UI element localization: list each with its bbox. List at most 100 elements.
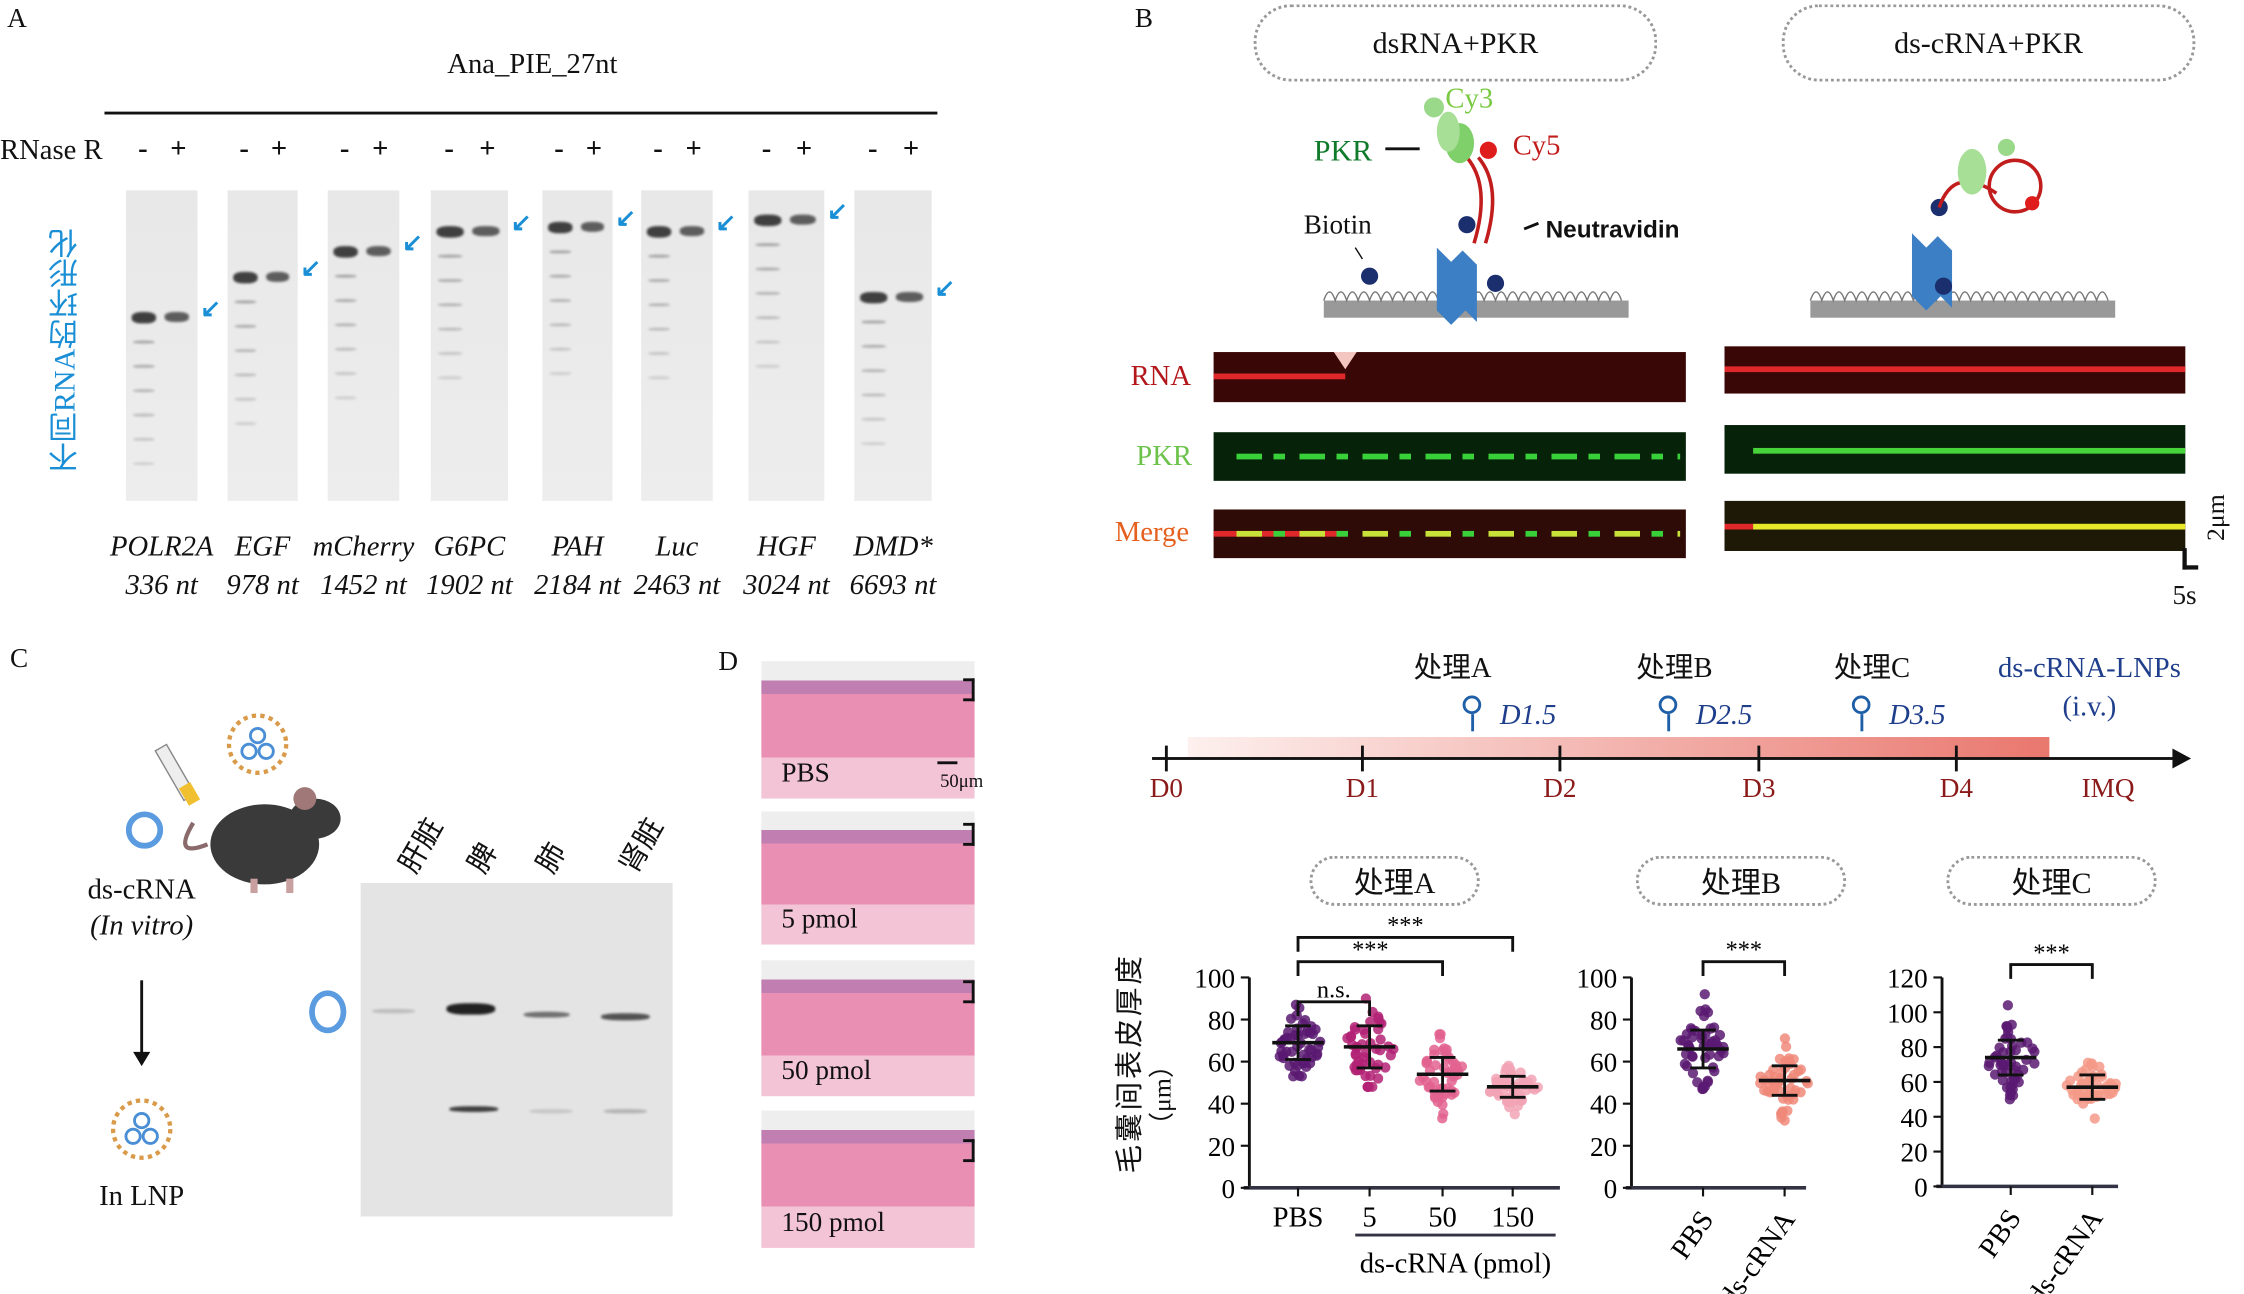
chart-title-c: 处理C (1946, 855, 2157, 906)
data-point (1385, 1050, 1397, 1061)
data-point (1779, 1033, 1791, 1044)
gel-lane-pair (748, 190, 825, 501)
kymograph-ds-crna-pkr (1724, 425, 2186, 474)
gel-lane-pair (854, 190, 932, 501)
band-ladder (437, 254, 463, 258)
significance-label: *** (2033, 939, 2069, 966)
band-ladder (334, 347, 357, 351)
rnase-plus: + (270, 133, 288, 165)
panel-label-a: A (7, 4, 27, 35)
data-point (1777, 1065, 1788, 1077)
pin-stem (1860, 714, 1864, 732)
in-lnp-label: In LNP (99, 1180, 185, 1213)
band-ladder (334, 396, 357, 400)
gene-name: EGF (234, 530, 291, 563)
significance-label: *** (1352, 936, 1388, 963)
y-tick-label: 20 (1208, 1132, 1235, 1162)
lnp-route-label: (i.v.) (2062, 691, 2117, 723)
band-ladder (133, 413, 155, 417)
band-minus (754, 214, 781, 227)
band-minus (233, 271, 257, 284)
band-ladder (437, 352, 463, 355)
band-ladder (334, 299, 357, 302)
band-ladder (648, 327, 670, 331)
band-ladder (234, 397, 256, 401)
band-plus (580, 221, 604, 232)
treatment-label: 处理B (1636, 652, 1713, 685)
data-point (2002, 1000, 2014, 1011)
data-point (1680, 1048, 1692, 1060)
data-point (1437, 1099, 1448, 1110)
band-minus (646, 226, 672, 238)
biotin-icon (1360, 267, 1379, 285)
pkr-protein-icon (1436, 111, 1460, 152)
data-point (1681, 1028, 1692, 1040)
y-tick-label: 0 (1604, 1174, 1618, 1204)
data-point (1989, 1069, 2001, 1080)
data-point (1713, 1051, 1724, 1062)
band-ladder (234, 300, 256, 304)
pin-stem (1471, 714, 1475, 732)
band-ladder (648, 376, 670, 380)
gene-name: POLR2A (110, 530, 214, 563)
data-point (1372, 1073, 1384, 1084)
mouse-injection-illustration (154, 713, 341, 894)
data-point (1375, 1034, 1386, 1045)
significance-bracket (1296, 935, 1515, 952)
circrna-arrow-icon: ↙ (827, 197, 848, 225)
band-ladder (549, 274, 571, 278)
data-point (1493, 1090, 1504, 1101)
panel-label-b: B (1134, 4, 1154, 35)
band-ladder (755, 243, 780, 247)
rnase-minus: - (444, 133, 454, 165)
data-point (1358, 1024, 1369, 1036)
histology-5pmol: 5 pmol (761, 811, 975, 945)
y-tick-label: 20 (1590, 1132, 1617, 1162)
band-ladder (234, 373, 256, 377)
pkr-binding-schematic (1323, 97, 2116, 325)
band-ladder (234, 349, 256, 353)
band-ladder (437, 327, 463, 331)
y-tick-label: 80 (1590, 1006, 1617, 1036)
data-point (2007, 1090, 2019, 1101)
data-point (1430, 1060, 1441, 1071)
rnase-plus: + (372, 133, 389, 165)
data-point (1438, 1108, 1449, 1119)
gel-lane-pair (125, 190, 198, 501)
band-minus (333, 246, 358, 258)
scale-bar (2182, 548, 2199, 570)
band-ladder (648, 254, 670, 258)
biotin-label: Biotin (1303, 210, 1372, 241)
band-ladder (861, 320, 886, 324)
y-tick-label: 60 (1590, 1048, 1617, 1078)
band-minus (436, 226, 464, 238)
rnase-plus: + (585, 133, 603, 165)
rnase-minus: - (761, 133, 772, 165)
circrna-arrow-icon: ↙ (402, 228, 423, 257)
process-arrow (140, 980, 144, 1055)
lnp-icon (110, 1098, 173, 1160)
band-ladder (861, 344, 886, 348)
significance-label: *** (1387, 912, 1423, 939)
scale-label: 50μm (940, 769, 984, 792)
data-point (1450, 1059, 1462, 1071)
data-point (1286, 1046, 1297, 1057)
group-label-150pmol: 150 pmol (781, 1207, 885, 1238)
data-point (1780, 1041, 1792, 1052)
chart-title-b: 处理B (1635, 855, 1847, 906)
data-point (1421, 1058, 1432, 1069)
y-tick-label: 60 (1901, 1068, 1928, 1098)
group-label: ds-cRNA (pmol) (1360, 1247, 1552, 1279)
syringe-icon (154, 743, 201, 806)
rnase-plus: + (685, 133, 702, 165)
gene-length: 6693 nt (849, 569, 937, 602)
band-ladder (648, 352, 670, 355)
band-ladder (549, 299, 571, 302)
data-point (2104, 1088, 2115, 1100)
gel-lane-pair (430, 190, 509, 501)
band-ladder (133, 389, 155, 393)
band-ladder (755, 364, 780, 368)
significance-bracket (1296, 960, 1445, 977)
